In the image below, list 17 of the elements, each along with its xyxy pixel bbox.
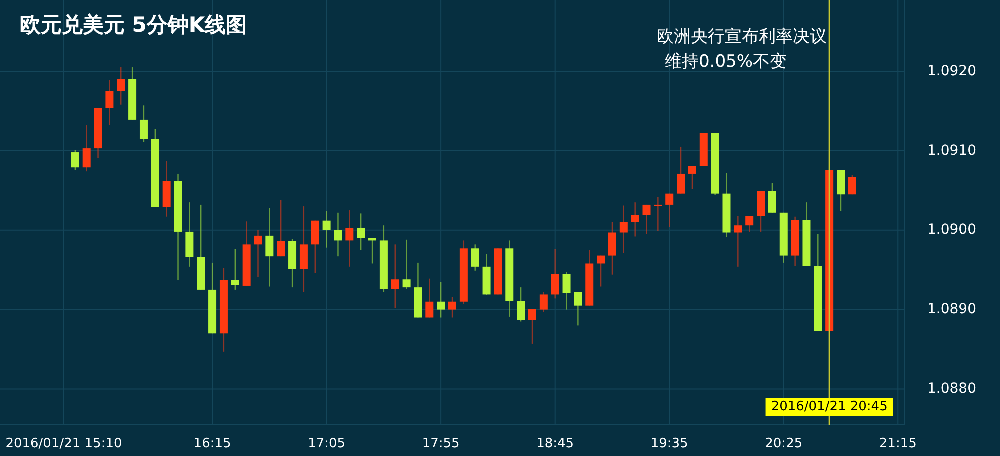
annotation: 维持0.05%不变: [665, 52, 787, 72]
ytick: 1.0910: [928, 142, 976, 159]
xtick: 19:35: [650, 436, 688, 452]
xtick: 17:55: [422, 436, 460, 452]
ref-label: 2016/01/21 20:45: [771, 400, 888, 415]
xtick: 18:45: [536, 436, 574, 452]
xtick: 16:15: [194, 436, 232, 452]
annotation: 欧洲央行宣布利率决议: [657, 27, 827, 47]
xtick: 2016/01/21 15:10: [6, 436, 122, 452]
ytick: 1.0890: [928, 302, 976, 318]
ytick: 1.0900: [928, 222, 976, 238]
ytick: 1.0920: [928, 63, 976, 80]
ytick: 1.0880: [928, 381, 976, 398]
xtick: 21:15: [879, 436, 917, 452]
title: 欧元兑美元 5分钟K线图: [20, 13, 248, 37]
xtick: 20:25: [765, 436, 803, 452]
xtick: 17:05: [308, 436, 346, 452]
